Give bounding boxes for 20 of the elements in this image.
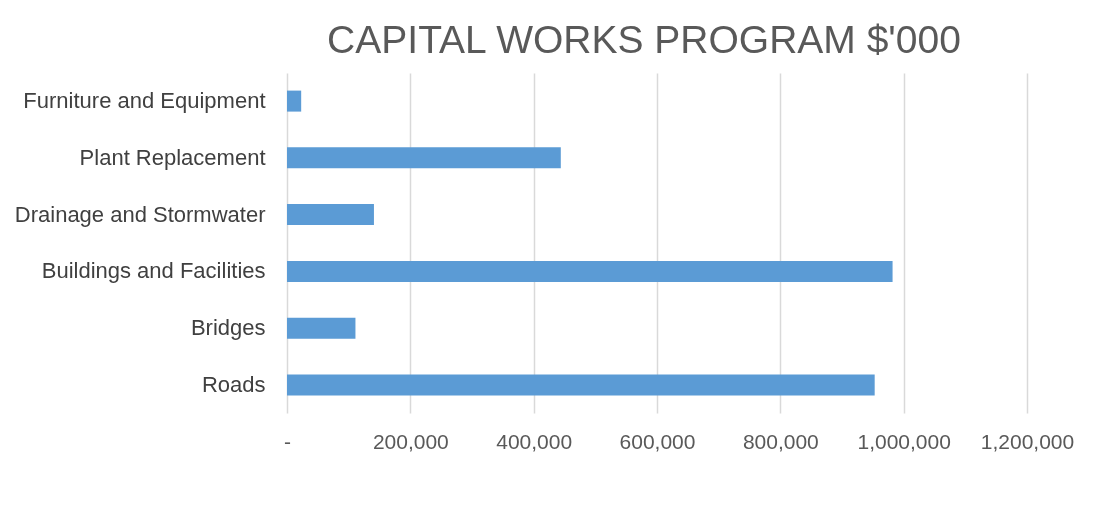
bar xyxy=(287,90,302,112)
bar xyxy=(287,204,374,226)
y-tick-label: Roads xyxy=(201,371,266,397)
x-tick-label: 400,000 xyxy=(496,429,573,453)
y-tick-label: Furniture and Equipment xyxy=(23,88,266,114)
x-tick-label: - xyxy=(284,429,291,453)
bar xyxy=(287,147,561,169)
y-tick-label: Buildings and Facilities xyxy=(41,258,266,284)
bar xyxy=(287,374,875,396)
x-tick-label: 1,200,000 xyxy=(980,429,1075,453)
x-tick-label: 200,000 xyxy=(372,429,449,453)
bar xyxy=(287,260,893,282)
bar xyxy=(287,317,356,339)
x-tick-label: 1,000,000 xyxy=(857,429,951,453)
x-tick-label: 600,000 xyxy=(619,429,696,453)
chart-title: CAPITAL WORKS PROGRAM $'000 xyxy=(327,18,961,61)
y-tick-label: Bridges xyxy=(190,315,266,341)
y-tick-label: Plant Replacement xyxy=(79,144,266,170)
x-tick-label: 800,000 xyxy=(742,429,819,453)
y-tick-label: Drainage and Stormwater xyxy=(14,201,266,227)
